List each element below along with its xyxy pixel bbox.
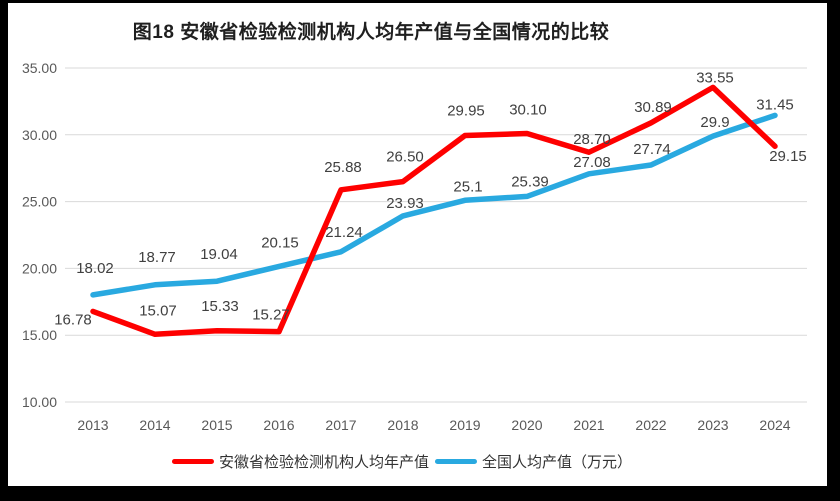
y-axis-label: 15.00 (22, 327, 57, 343)
data-label: 27.08 (573, 154, 611, 171)
data-label: 15.27 (252, 307, 290, 324)
data-label: 18.02 (76, 260, 114, 277)
x-axis-label: 2021 (573, 417, 604, 433)
x-axis-label: 2016 (263, 417, 294, 433)
scan-border-bottom (0, 486, 840, 501)
data-label: 16.78 (54, 311, 92, 328)
legend-swatch-anhui-icon (171, 459, 214, 464)
data-label: 27.74 (633, 141, 671, 158)
series-line-anhui (90, 84, 778, 338)
x-axis-label: 2014 (139, 417, 170, 433)
data-label: 26.50 (386, 149, 424, 166)
x-axis-label: 2018 (387, 417, 418, 433)
y-axis-label: 20.00 (22, 260, 57, 276)
data-label: 29.9 (700, 114, 729, 131)
x-axis-label: 2022 (635, 417, 666, 433)
x-axis-label: 2015 (201, 417, 232, 433)
data-label: 21.24 (325, 224, 363, 241)
data-label: 31.45 (756, 96, 794, 113)
scan-border-right (827, 0, 840, 501)
legend-item-anhui: 安徽省检验检测机构人均年产值 (171, 451, 429, 472)
x-axis-label: 2017 (325, 417, 356, 433)
x-axis-label: 2019 (449, 417, 480, 433)
data-label: 18.77 (138, 249, 176, 266)
x-axis-label: 2023 (697, 417, 728, 433)
data-label: 28.70 (573, 131, 611, 148)
y-axis-label: 10.00 (22, 394, 57, 410)
scan-border-top (0, 0, 840, 3)
x-axis-label: 2020 (511, 417, 542, 433)
x-axis-label: 2024 (759, 417, 790, 433)
legend-label-national: 全国人均产值（万元） (482, 454, 633, 471)
legend-swatch-national-icon (435, 459, 477, 464)
data-label: 20.15 (261, 234, 299, 251)
scan-border-left (0, 0, 8, 501)
y-axis-label: 30.00 (22, 127, 57, 143)
data-label: 15.07 (139, 302, 177, 319)
data-label: 30.10 (509, 102, 547, 119)
legend-label-anhui: 安徽省检验检测机构人均年产值 (218, 454, 429, 471)
data-label: 29.95 (447, 103, 485, 120)
data-label: 29.15 (769, 148, 807, 165)
chart-title: 图18 安徽省检验检测机构人均年产值与全国情况的比较 (132, 22, 610, 43)
data-label: 25.88 (324, 159, 362, 176)
y-axis-label: 35.00 (22, 60, 57, 76)
x-axis-label: 2013 (77, 417, 108, 433)
y-axis-label: 25.00 (22, 194, 57, 210)
data-label: 33.55 (696, 69, 734, 86)
chart-legend: 安徽省检验检测机构人均年产值 全国人均产值（万元） (171, 451, 632, 472)
data-label: 19.04 (200, 246, 238, 263)
data-label: 30.89 (634, 99, 672, 116)
series-line-national (90, 112, 778, 298)
data-label: 23.93 (386, 195, 424, 212)
data-label: 25.1 (453, 178, 482, 195)
data-label: 15.33 (201, 298, 239, 315)
legend-item-national: 全国人均产值（万元） (435, 451, 632, 472)
data-label: 25.39 (511, 173, 549, 190)
